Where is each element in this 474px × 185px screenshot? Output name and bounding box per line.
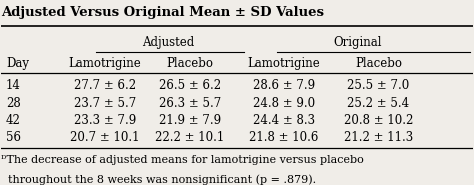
- Text: Lamotrigine: Lamotrigine: [69, 56, 141, 70]
- Text: 56: 56: [6, 131, 21, 144]
- Text: 26.3 ± 5.7: 26.3 ± 5.7: [159, 97, 221, 110]
- Text: 27.7 ± 6.2: 27.7 ± 6.2: [74, 79, 136, 92]
- Text: Day: Day: [6, 56, 29, 70]
- Text: throughout the 8 weeks was nonsignificant (p = .879).: throughout the 8 weeks was nonsignifican…: [1, 174, 317, 185]
- Text: 24.4 ± 8.3: 24.4 ± 8.3: [253, 114, 315, 127]
- Text: Adjusted: Adjusted: [143, 36, 195, 49]
- Text: 42: 42: [6, 114, 21, 127]
- Text: Placebo: Placebo: [166, 56, 213, 70]
- Text: 25.2 ± 5.4: 25.2 ± 5.4: [347, 97, 410, 110]
- Text: 26.5 ± 6.2: 26.5 ± 6.2: [159, 79, 221, 92]
- Text: 28.6 ± 7.9: 28.6 ± 7.9: [253, 79, 315, 92]
- Text: Adjusted Versus Original Mean ± SD Values: Adjusted Versus Original Mean ± SD Value…: [1, 6, 324, 19]
- Text: 23.7 ± 5.7: 23.7 ± 5.7: [74, 97, 136, 110]
- Text: 21.8 ± 10.6: 21.8 ± 10.6: [249, 131, 319, 144]
- Text: 21.2 ± 11.3: 21.2 ± 11.3: [344, 131, 413, 144]
- Text: 20.7 ± 10.1: 20.7 ± 10.1: [70, 131, 140, 144]
- Text: 22.2 ± 10.1: 22.2 ± 10.1: [155, 131, 225, 144]
- Text: ᴰThe decrease of adjusted means for lamotrigine versus placebo: ᴰThe decrease of adjusted means for lamo…: [1, 155, 364, 165]
- Text: 28: 28: [6, 97, 21, 110]
- Text: Original: Original: [333, 36, 382, 49]
- Text: Placebo: Placebo: [355, 56, 402, 70]
- Text: 25.5 ± 7.0: 25.5 ± 7.0: [347, 79, 410, 92]
- Text: 23.3 ± 7.9: 23.3 ± 7.9: [74, 114, 136, 127]
- Text: Lamotrigine: Lamotrigine: [248, 56, 320, 70]
- Text: 14: 14: [6, 79, 21, 92]
- Text: 21.9 ± 7.9: 21.9 ± 7.9: [159, 114, 221, 127]
- Text: 24.8 ± 9.0: 24.8 ± 9.0: [253, 97, 315, 110]
- Text: 20.8 ± 10.2: 20.8 ± 10.2: [344, 114, 413, 127]
